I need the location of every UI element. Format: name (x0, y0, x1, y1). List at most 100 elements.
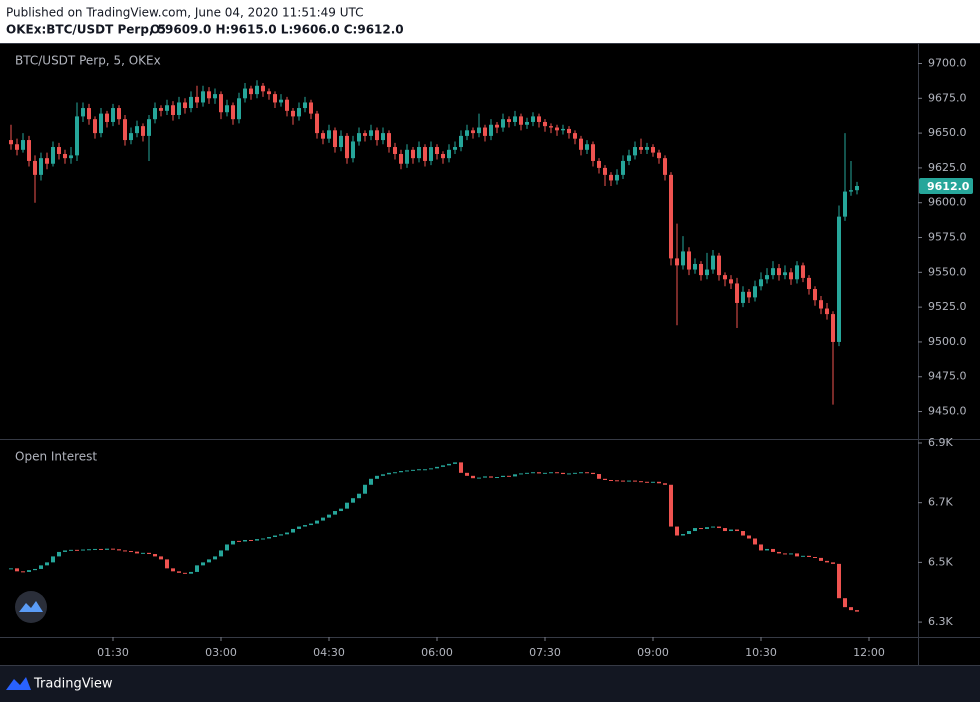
oi-candle (585, 472, 589, 474)
oi-candle (105, 548, 109, 550)
candle-body (477, 127, 481, 134)
oi-candle (501, 475, 505, 478)
candle-body (99, 113, 103, 134)
brand: TradingView (33, 677, 113, 692)
footer-background (0, 665, 980, 702)
oi-candle (51, 556, 55, 563)
candle-body (393, 147, 397, 154)
oi-candle (351, 498, 355, 503)
oi-candle (723, 528, 727, 532)
oi-candle (285, 532, 289, 535)
candle-body (237, 98, 241, 120)
oi-candle (267, 537, 271, 539)
oi-candle (129, 551, 133, 553)
oi-candle (825, 560, 829, 563)
oi-candle (747, 535, 751, 539)
candle-body (729, 279, 733, 284)
oi-candle (459, 462, 463, 473)
oi-candle (699, 528, 703, 530)
oi-candle (813, 557, 817, 559)
candle-body (807, 277, 811, 290)
candle-body (375, 130, 379, 141)
oi-candle (153, 554, 157, 557)
candle-body (645, 147, 649, 150)
oi-candle (243, 539, 247, 542)
candle-body (291, 110, 295, 117)
oi-candle (441, 465, 445, 467)
oi-candle (855, 610, 859, 612)
oi-candle (93, 548, 97, 550)
candle-body (249, 88, 253, 95)
y-tick-label: 6.3K (928, 615, 953, 628)
oi-candle (399, 471, 403, 473)
candle-body (423, 147, 427, 161)
candle-body (705, 269, 709, 276)
oi-candle (783, 553, 787, 555)
candle-body (501, 119, 505, 128)
oi-candle (147, 552, 151, 555)
candle-body (537, 116, 541, 122)
candle-body (75, 116, 79, 156)
candle-body (381, 133, 385, 141)
candle-body (555, 127, 559, 131)
oi-candle (807, 555, 811, 558)
oi-candle (15, 568, 19, 572)
candle-body (417, 147, 421, 159)
oi-candle (333, 511, 337, 515)
oi-candle (657, 481, 661, 484)
oi-candle (141, 552, 145, 554)
candle-body (441, 153, 445, 159)
oi-candle (9, 568, 13, 570)
candle-body (39, 158, 43, 175)
oi-candle (177, 571, 181, 573)
oi-candle (135, 551, 139, 554)
oi-candle (87, 549, 91, 551)
y-tick-label: 6.9K (928, 436, 953, 449)
oi-candle (321, 517, 325, 521)
oi-candle (687, 531, 691, 535)
candle-body (285, 99, 289, 111)
candle-body (567, 128, 571, 134)
oi-candle (315, 520, 319, 524)
candle-body (45, 158, 49, 164)
candle-body (459, 135, 463, 148)
oi-candle (165, 559, 169, 569)
candle-body (747, 291, 751, 298)
candle-body (531, 116, 535, 122)
plot-layer: 9450.0 9475.0 9500.0 9525.0 9550.0 9575.0 9600… (9, 56, 973, 659)
oi-candle (309, 523, 313, 526)
oi-candle (369, 478, 373, 485)
y-tick-label: 6.7K (928, 496, 953, 509)
oi-candle (489, 476, 493, 478)
y-tick-label: 9550.0 (928, 265, 967, 278)
candle-body (369, 130, 373, 136)
candle-body (795, 265, 799, 280)
candle-body (309, 102, 313, 114)
oi-candle (705, 527, 709, 529)
oi-candle (375, 475, 379, 479)
candle-body (327, 130, 331, 139)
oi-candle (519, 473, 523, 475)
candle-body (789, 272, 793, 280)
oi-candle (597, 474, 601, 479)
y-tick-label: 9475.0 (928, 370, 967, 383)
candle-body (615, 174, 619, 181)
oi-candle (117, 549, 121, 551)
candle-body (21, 140, 25, 150)
oi-candle (567, 473, 571, 475)
oi-candle (753, 538, 757, 545)
candle-body (813, 289, 817, 301)
oi-candle (297, 526, 301, 529)
last-price-tag (919, 178, 973, 195)
candle-body (207, 91, 211, 99)
candle-body (321, 133, 325, 139)
candle-body (447, 149, 451, 159)
oi-candle (429, 468, 433, 470)
candle-body (597, 160, 601, 168)
candle-body (507, 119, 511, 122)
candle-body (549, 126, 553, 128)
oi-candle (711, 526, 715, 528)
oi-candle (513, 474, 517, 477)
header-background (0, 0, 980, 43)
